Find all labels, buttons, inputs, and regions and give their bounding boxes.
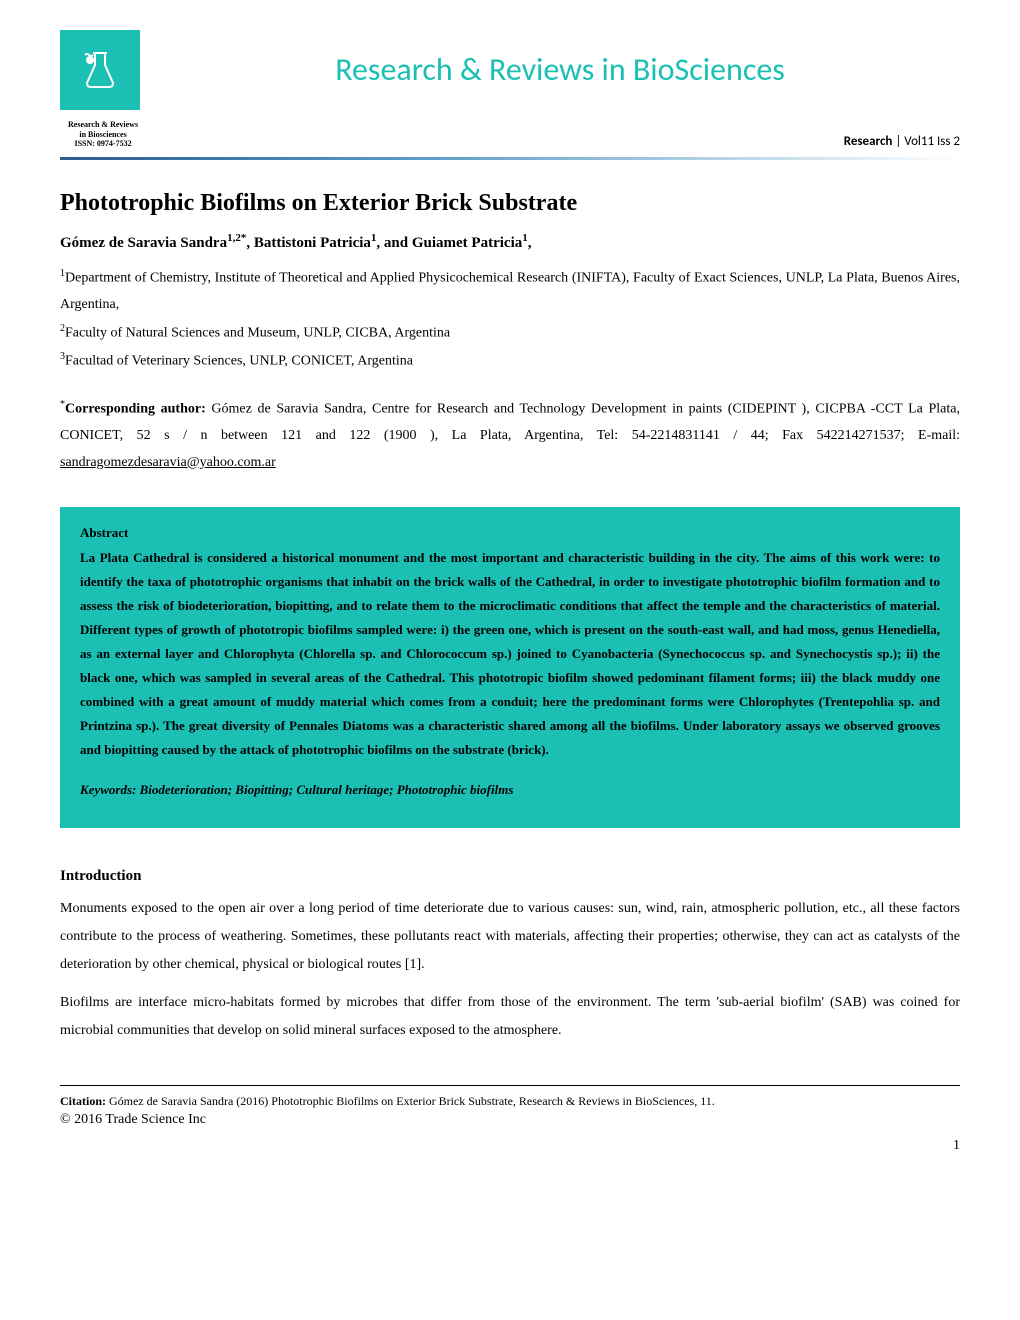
- copyright: © 2016 Trade Science Inc: [60, 1112, 960, 1128]
- affiliation-3: Facultad of Veterinary Sciences, UNLP, C…: [65, 354, 413, 369]
- corresponding-email-link[interactable]: sandragomezdesaravia@yahoo.com.ar: [60, 455, 276, 470]
- journal-title: Research & Reviews in BioSciences: [160, 30, 960, 89]
- author-3-prefix: , and Guiamet Patricia: [376, 235, 522, 251]
- abstract-heading: Abstract: [80, 525, 940, 541]
- abstract-box: Abstract La Plata Cathedral is considere…: [60, 507, 960, 828]
- corresponding-label: Corresponding author:: [65, 402, 206, 417]
- author-2-prefix: , Battistoni Patricia: [246, 235, 371, 251]
- research-label: Research: [844, 134, 893, 149]
- authors: Gómez de Saravia Sandra1,2*, Battistoni …: [60, 232, 960, 252]
- keywords: Keywords: Biodeterioration; Biopitting; …: [80, 782, 940, 798]
- keywords-label: Keywords:: [80, 782, 140, 797]
- abstract-text: La Plata Cathedral is considered a histo…: [80, 546, 940, 762]
- introduction-para-2: Biofilms are interface micro-habitats fo…: [60, 989, 960, 1045]
- affiliation-2: Faculty of Natural Sciences and Museum, …: [65, 325, 450, 340]
- introduction-para-1: Monuments exposed to the open air over a…: [60, 895, 960, 979]
- issn-line1: Research & Reviews: [68, 120, 138, 130]
- authors-comma: ,: [528, 235, 532, 251]
- gradient-divider: [60, 157, 960, 160]
- corresponding-author: *Corresponding author: Gómez de Saravia …: [60, 395, 960, 476]
- affiliation-1: Department of Chemistry, Institute of Th…: [60, 270, 960, 312]
- citation-text: Gómez de Saravia Sandra (2016) Phototrop…: [109, 1094, 715, 1108]
- affiliations: 1Department of Chemistry, Institute of T…: [60, 264, 960, 375]
- issue-label: | Vol11 Iss 2: [892, 134, 960, 149]
- issn-block: Research & Reviews in Biosciences ISSN: …: [68, 120, 138, 149]
- article-title: Phototrophic Biofilms on Exterior Brick …: [60, 190, 960, 217]
- issn-line2: in Biosciences: [68, 130, 138, 140]
- keywords-text: Biodeterioration; Biopitting; Cultural h…: [140, 782, 514, 797]
- author-1: Gómez de Saravia Sandra: [60, 235, 227, 251]
- issue-info: Research | Vol11 Iss 2: [844, 134, 960, 149]
- author-1-sup: 1,2*: [227, 232, 246, 244]
- flask-icon: [75, 45, 125, 95]
- journal-logo: [60, 30, 140, 110]
- subheader: Research & Reviews in Biosciences ISSN: …: [60, 120, 960, 149]
- page-number: 1: [60, 1138, 960, 1154]
- footer: Citation: Gómez de Saravia Sandra (2016)…: [60, 1085, 960, 1154]
- header: Research & Reviews in BioSciences: [60, 30, 960, 110]
- footer-divider: [60, 1085, 960, 1086]
- citation: Citation: Gómez de Saravia Sandra (2016)…: [60, 1094, 960, 1109]
- citation-label: Citation:: [60, 1094, 109, 1108]
- issn-line3: ISSN: 0974-7532: [68, 139, 138, 149]
- introduction-heading: Introduction: [60, 868, 960, 885]
